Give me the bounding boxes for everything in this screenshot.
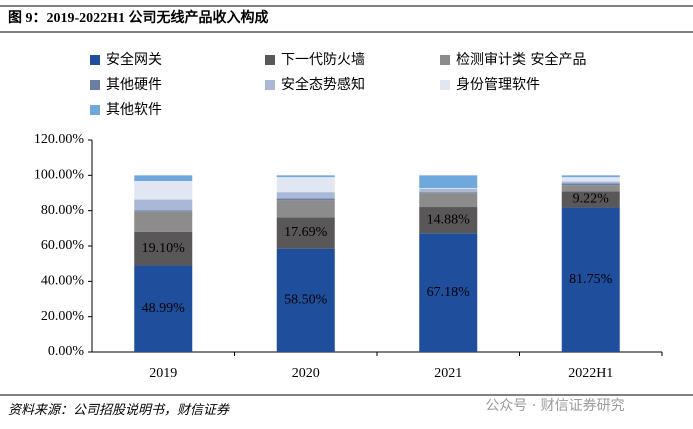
legend-swatch bbox=[90, 105, 100, 115]
bar-segment bbox=[419, 188, 478, 190]
bar-segment bbox=[134, 199, 193, 211]
bar-segment bbox=[419, 175, 478, 189]
y-tick-label: 40.00% bbox=[41, 274, 85, 289]
legend-label: 其他软件 bbox=[106, 102, 162, 118]
data-label: 9.22% bbox=[573, 192, 610, 207]
legend-label: 安全态势感知 bbox=[281, 76, 365, 93]
legend-swatch bbox=[90, 80, 100, 90]
legend-swatch bbox=[440, 55, 450, 65]
bar-segment bbox=[419, 207, 478, 234]
legend-label: 下一代防火墙 bbox=[281, 52, 365, 68]
bar-segment bbox=[561, 177, 620, 182]
bar-segment bbox=[134, 231, 193, 266]
y-tick-label: 80.00% bbox=[41, 203, 85, 218]
data-label: 19.10% bbox=[142, 241, 186, 256]
data-label: 48.99% bbox=[142, 301, 186, 316]
bar-segment bbox=[419, 193, 478, 208]
bar-segment bbox=[561, 185, 620, 192]
x-tick-label: 2019 bbox=[149, 366, 177, 381]
x-tick-label: 2022H1 bbox=[568, 366, 613, 381]
y-tick-label: 100.00% bbox=[34, 168, 85, 183]
y-tick-label: 20.00% bbox=[41, 309, 85, 324]
bar-segment bbox=[134, 210, 193, 212]
data-label: 58.50% bbox=[284, 293, 328, 308]
chart-title: 图 9：2019-2022H1 公司无线产品收入构成 bbox=[8, 9, 269, 26]
bar-segment bbox=[561, 175, 620, 178]
data-label: 17.69% bbox=[284, 225, 328, 240]
data-label: 81.75% bbox=[569, 272, 613, 287]
bar-segment bbox=[561, 181, 620, 184]
legend-swatch bbox=[90, 55, 100, 65]
y-tick-label: 60.00% bbox=[41, 238, 85, 253]
bar-segment bbox=[276, 200, 335, 218]
y-tick-label: 0.00% bbox=[48, 344, 85, 359]
bar-segment bbox=[276, 217, 335, 249]
data-label: 14.88% bbox=[427, 212, 471, 227]
legend-swatch bbox=[265, 80, 275, 90]
bar-segment bbox=[134, 265, 193, 352]
bar-segment bbox=[276, 192, 335, 199]
source: 资料来源：公司招股说明书，财信证券 bbox=[8, 402, 230, 417]
y-tick-label: 120.00% bbox=[34, 132, 85, 147]
legend-label: 安全网关 bbox=[106, 51, 162, 68]
bar-segment bbox=[134, 175, 193, 182]
bar-segment bbox=[419, 192, 478, 194]
legend-label: 检测审计类 安全产品 bbox=[456, 51, 586, 68]
bar-segment bbox=[134, 211, 193, 232]
bar-segment bbox=[561, 207, 620, 352]
legend-label: 其他硬件 bbox=[106, 77, 162, 93]
bar-segment bbox=[276, 248, 335, 352]
bar-segment bbox=[134, 181, 193, 200]
legend-swatch bbox=[265, 55, 275, 65]
bar-segment bbox=[276, 175, 335, 178]
x-tick-label: 2020 bbox=[292, 366, 320, 381]
legend-label: 身份管理软件 bbox=[456, 77, 540, 93]
bar-segment bbox=[419, 233, 478, 352]
bar-segment bbox=[276, 177, 335, 193]
bar-segment bbox=[561, 183, 620, 186]
data-label: 67.18% bbox=[427, 285, 471, 300]
legend-swatch bbox=[440, 80, 450, 90]
bar-segment bbox=[419, 189, 478, 193]
bar-segment bbox=[276, 198, 335, 201]
x-tick-label: 2021 bbox=[434, 366, 462, 381]
bar-segment bbox=[561, 191, 620, 208]
watermark: 公众号 · 财信证券研究 bbox=[485, 398, 624, 414]
